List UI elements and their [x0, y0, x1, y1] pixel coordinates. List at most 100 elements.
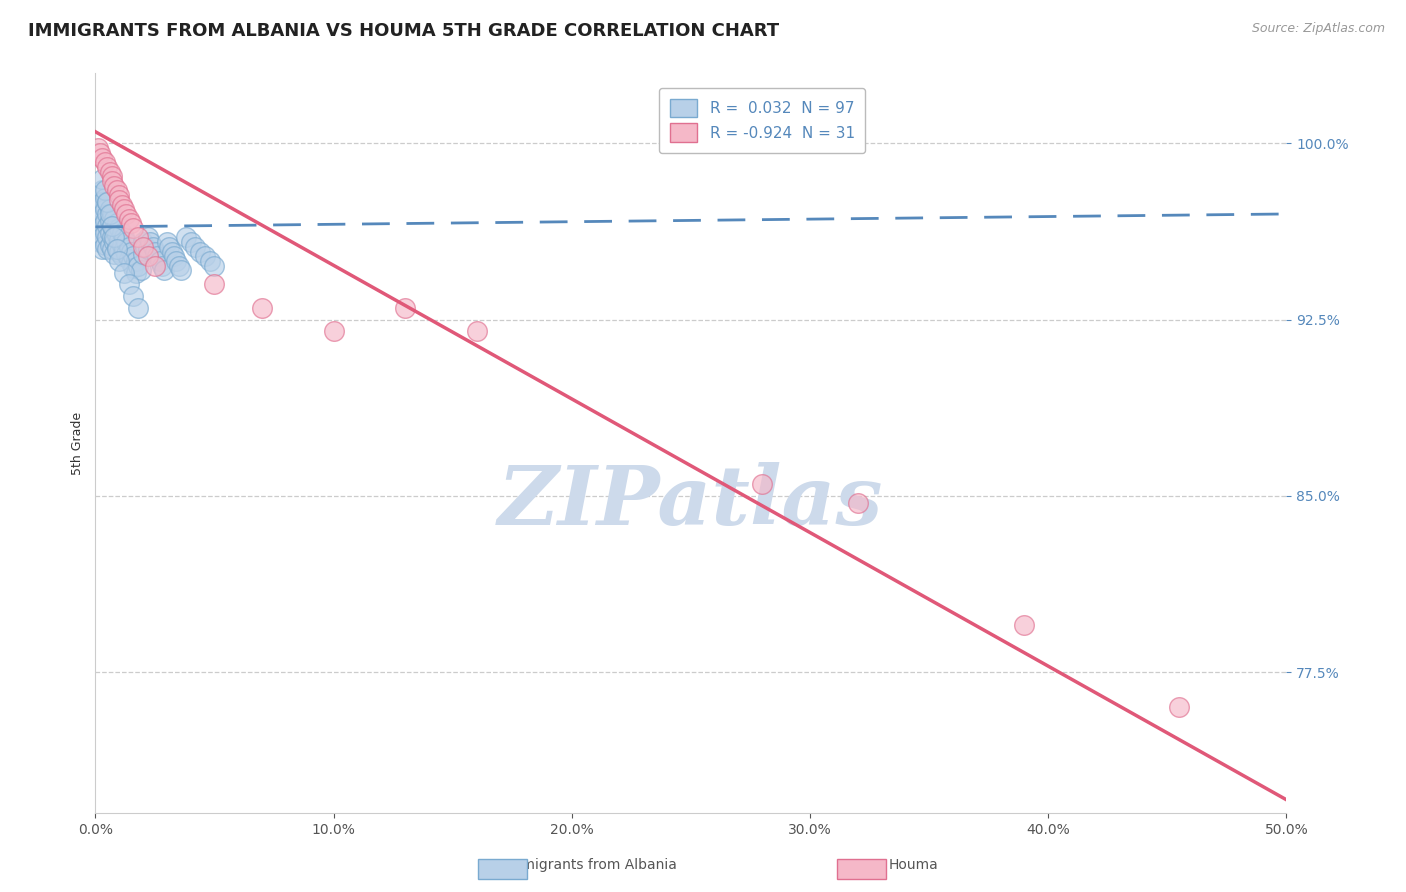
Point — [465, 325, 488, 339]
Point — [143, 244, 166, 259]
Point — [846, 496, 869, 510]
Point — [110, 226, 132, 240]
Point — [101, 169, 124, 184]
Point — [250, 301, 273, 315]
Point — [108, 188, 131, 202]
Point — [118, 277, 141, 292]
Point — [94, 190, 117, 204]
Point — [89, 188, 111, 202]
Point — [157, 240, 180, 254]
Point — [136, 249, 159, 263]
Point — [143, 259, 166, 273]
Point — [127, 230, 149, 244]
Point — [87, 219, 110, 233]
Point — [91, 171, 114, 186]
Point — [110, 197, 132, 211]
Point — [184, 240, 207, 254]
Point — [94, 214, 117, 228]
Point — [108, 244, 131, 259]
Point — [89, 235, 111, 249]
Point — [110, 249, 132, 263]
Point — [122, 260, 145, 275]
Point — [89, 211, 111, 226]
Point — [163, 249, 186, 263]
Point — [96, 219, 118, 233]
Point — [101, 219, 124, 233]
Point — [167, 259, 190, 273]
Point — [118, 211, 141, 226]
Point — [108, 254, 131, 268]
Point — [91, 242, 114, 256]
Point — [194, 249, 217, 263]
Point — [120, 244, 142, 259]
Point — [98, 214, 121, 228]
Point — [112, 230, 135, 244]
Point — [751, 477, 773, 491]
Point — [89, 200, 111, 214]
Point — [1168, 700, 1191, 714]
Point — [103, 230, 125, 244]
Point — [105, 240, 128, 254]
Point — [91, 151, 114, 165]
Point — [198, 254, 221, 268]
Point — [89, 223, 111, 237]
Point — [105, 228, 128, 243]
Point — [101, 207, 124, 221]
Point — [188, 244, 211, 259]
Point — [112, 242, 135, 256]
Text: Houma: Houma — [889, 858, 939, 872]
Y-axis label: 5th Grade: 5th Grade — [72, 411, 84, 475]
Text: Immigrants from Albania: Immigrants from Albania — [505, 858, 676, 872]
Point — [149, 254, 172, 268]
Point — [101, 219, 124, 233]
Point — [204, 277, 226, 292]
Point — [122, 289, 145, 303]
Point — [108, 193, 131, 207]
Point — [204, 259, 226, 273]
Point — [110, 237, 132, 252]
Point — [156, 235, 179, 249]
Point — [122, 221, 145, 235]
Point — [122, 249, 145, 263]
Point — [105, 216, 128, 230]
Point — [103, 211, 125, 226]
Point — [127, 301, 149, 315]
Point — [89, 145, 111, 160]
Point — [125, 254, 148, 268]
Point — [103, 223, 125, 237]
Text: ZIPatlas: ZIPatlas — [498, 462, 883, 542]
Point — [112, 202, 135, 217]
Point — [394, 301, 416, 315]
Point — [165, 254, 187, 268]
Point — [101, 242, 124, 256]
Point — [103, 235, 125, 249]
Point — [91, 184, 114, 198]
Point — [136, 230, 159, 244]
Point — [94, 237, 117, 252]
Point — [108, 233, 131, 247]
Point — [98, 202, 121, 217]
Point — [91, 230, 114, 244]
Point — [94, 202, 117, 217]
Point — [98, 164, 121, 178]
Point — [103, 178, 125, 193]
Point — [96, 195, 118, 210]
Point — [91, 219, 114, 233]
Point — [120, 256, 142, 270]
Point — [1014, 618, 1036, 632]
Point — [118, 252, 141, 266]
Point — [132, 240, 155, 254]
Point — [129, 263, 152, 277]
Text: IMMIGRANTS FROM ALBANIA VS HOUMA 5TH GRADE CORRELATION CHART: IMMIGRANTS FROM ALBANIA VS HOUMA 5TH GRA… — [28, 22, 779, 40]
Point — [153, 263, 176, 277]
Point — [127, 259, 149, 273]
Point — [115, 247, 138, 261]
Point — [98, 237, 121, 252]
Point — [180, 235, 202, 249]
Point — [96, 207, 118, 221]
Point — [94, 184, 117, 198]
Point — [94, 155, 117, 169]
Point — [91, 207, 114, 221]
Point — [98, 226, 121, 240]
Point — [115, 235, 138, 249]
